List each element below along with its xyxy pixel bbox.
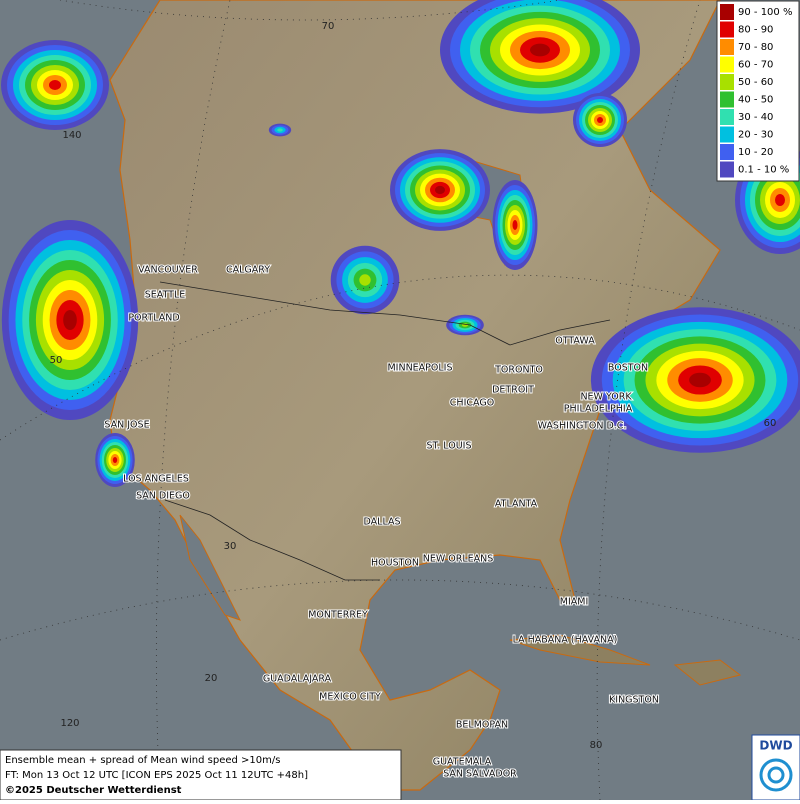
city-label: CALGARY bbox=[226, 265, 270, 276]
city-label: GUADALAJARA bbox=[263, 674, 332, 685]
graticule-label: 20 bbox=[205, 673, 218, 684]
city-label: MEXICO CITY bbox=[319, 692, 381, 703]
legend-label: 70 - 80 bbox=[738, 42, 773, 53]
legend-label: 30 - 40 bbox=[738, 112, 773, 123]
city-label: LOS ANGELES bbox=[123, 474, 189, 485]
logo-icon bbox=[759, 758, 793, 792]
legend-label: 10 - 20 bbox=[738, 147, 773, 158]
wind-area bbox=[597, 117, 603, 123]
cuba bbox=[509, 634, 651, 666]
graticule-label: 60 bbox=[764, 418, 777, 429]
city-label: DETROIT bbox=[492, 385, 534, 396]
city-label: GUATEMALA bbox=[433, 757, 492, 768]
wind-area bbox=[775, 194, 785, 206]
city-label: NEW YORK bbox=[580, 392, 632, 403]
wind-area bbox=[530, 43, 550, 57]
wind-area bbox=[435, 185, 445, 195]
city-label: TORONTO bbox=[494, 365, 543, 376]
wind-area bbox=[112, 457, 118, 463]
city-label: BELMOPAN bbox=[456, 720, 508, 731]
legend-label: 20 - 30 bbox=[738, 130, 773, 141]
legend-label: 50 - 60 bbox=[738, 77, 773, 88]
city-label: ATLANTA bbox=[495, 499, 538, 510]
legend-label: 40 - 50 bbox=[738, 95, 773, 106]
legend-swatch bbox=[720, 126, 734, 143]
legend-swatch bbox=[720, 144, 734, 160]
city-label: SAN JOSE bbox=[104, 420, 149, 431]
graticule-label: 50 bbox=[50, 355, 63, 366]
caption-line: Ensemble mean + spread of Mean wind spee… bbox=[5, 755, 280, 766]
city-label: WASHINGTON D.C. bbox=[538, 421, 627, 432]
city-label: DALLAS bbox=[364, 517, 401, 528]
city-label: VANCOUVER bbox=[138, 265, 198, 276]
city-label: NEW ORLEANS bbox=[423, 554, 494, 565]
wind-area bbox=[359, 274, 371, 286]
city-label: HOUSTON bbox=[371, 558, 419, 569]
city-label: MIAMI bbox=[560, 597, 589, 608]
graticule-labels: 70 140 50 30 20 120 80 60 bbox=[50, 21, 777, 751]
city-label: LA HABANA (HAVANA) bbox=[513, 635, 618, 646]
graticule-label: 140 bbox=[62, 130, 81, 141]
caption-line: FT: Mon 13 Oct 12 UTC [ICON EPS 2025 Oct… bbox=[5, 770, 308, 781]
wind-probability bbox=[1, 0, 800, 487]
city-label: KINGSTON bbox=[609, 695, 659, 706]
city-label: PORTLAND bbox=[128, 313, 179, 324]
legend-swatch bbox=[720, 74, 734, 90]
legend-swatch bbox=[720, 4, 734, 20]
city-label: ST. LOUIS bbox=[427, 441, 472, 452]
wind-area bbox=[277, 128, 283, 132]
logo: DWD bbox=[759, 739, 792, 753]
legend-label: 0.1 - 10 % bbox=[738, 165, 789, 176]
logo-icon bbox=[767, 766, 785, 784]
graticule-label: 120 bbox=[60, 718, 79, 729]
legend-swatch bbox=[720, 161, 734, 178]
city-label: OTTAWA bbox=[555, 336, 595, 347]
city-labels: VANCOUVER CALGARY SEATTLE PORTLAND MINNEAPOL… bbox=[103, 264, 660, 781]
wind-area bbox=[512, 220, 518, 230]
legend-label: 60 - 70 bbox=[738, 60, 773, 71]
caption-line: ©2025 Deutscher Wetterdienst bbox=[5, 785, 182, 796]
legend-swatch bbox=[720, 39, 734, 55]
legend-swatch bbox=[720, 21, 734, 38]
gulf-of-california bbox=[179, 514, 241, 621]
city-label: SEATTLE bbox=[145, 290, 186, 301]
wind-area bbox=[63, 310, 77, 330]
legend-label: 90 - 100 % bbox=[738, 7, 792, 18]
city-label: PHILADELPHIA bbox=[564, 404, 633, 415]
city-label: MONTERREY bbox=[308, 610, 368, 621]
graticule-label: 30 bbox=[224, 541, 237, 552]
legend-swatch bbox=[720, 109, 734, 125]
hispaniola bbox=[673, 659, 742, 686]
graticule-label: 70 bbox=[322, 21, 335, 32]
wind-area bbox=[49, 80, 61, 90]
border bbox=[159, 281, 611, 581]
wind-area bbox=[689, 372, 711, 388]
city-label: SAN DIEGO bbox=[136, 491, 190, 502]
graticule-label: 80 bbox=[590, 740, 603, 751]
city-label: BOSTON bbox=[608, 363, 648, 374]
city-label: CHICAGO bbox=[450, 398, 494, 409]
legend-swatch bbox=[720, 91, 734, 108]
city-label: MINNEAPOLIS bbox=[387, 363, 452, 374]
legend: 90 - 100 % 80 - 90 70 - 80 60 - 70 50 - 60 40… bbox=[716, 0, 800, 182]
city-label: SAN SALVADOR bbox=[443, 769, 517, 780]
legend-swatch bbox=[720, 56, 734, 73]
legend-label: 80 - 90 bbox=[738, 25, 773, 36]
